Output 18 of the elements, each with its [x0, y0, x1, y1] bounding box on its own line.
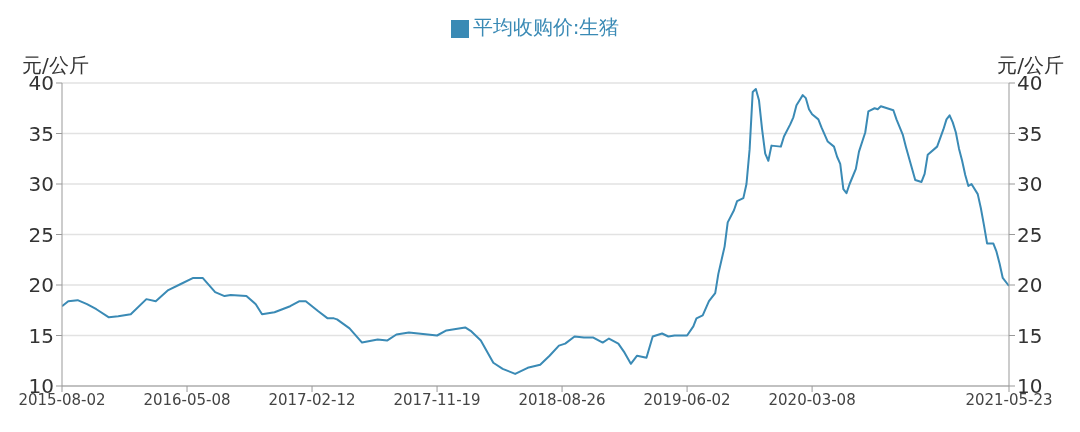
x-tick-label: 2017-11-19 — [393, 390, 481, 409]
x-tick-label: 2018-08-26 — [518, 390, 606, 409]
y-tick-label: 20 — [28, 273, 54, 298]
legend-label: 平均收购价:生猪 — [472, 15, 620, 39]
line-series — [62, 88, 1009, 375]
y2-tick-label: 30 — [1017, 172, 1043, 197]
y-tick-label: 15 — [28, 323, 54, 348]
y-tick-label: 25 — [28, 222, 54, 247]
y2-tick-label: 20 — [1017, 273, 1043, 298]
y2-tick-label: 25 — [1017, 222, 1043, 247]
y2-tick-label: 35 — [1017, 121, 1043, 146]
x-tick-label: 2019-06-02 — [643, 390, 731, 409]
x-tick-label: 2017-02-12 — [268, 390, 356, 409]
y-tick-label: 35 — [28, 121, 54, 146]
y2-tick-label: 15 — [1017, 323, 1043, 348]
x-tick-label: 2020-03-08 — [768, 390, 856, 409]
y-tick-label: 30 — [28, 172, 54, 197]
x-tick-label: 2016-05-08 — [143, 390, 231, 409]
